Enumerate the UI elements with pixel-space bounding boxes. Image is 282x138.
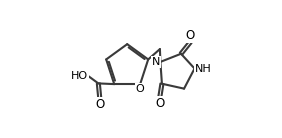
Text: N: N xyxy=(152,57,160,67)
Text: O: O xyxy=(136,84,145,94)
Text: O: O xyxy=(186,29,195,42)
Text: O: O xyxy=(155,97,164,110)
Text: HO: HO xyxy=(71,71,88,81)
Text: NH: NH xyxy=(195,63,211,74)
Text: O: O xyxy=(95,98,104,111)
